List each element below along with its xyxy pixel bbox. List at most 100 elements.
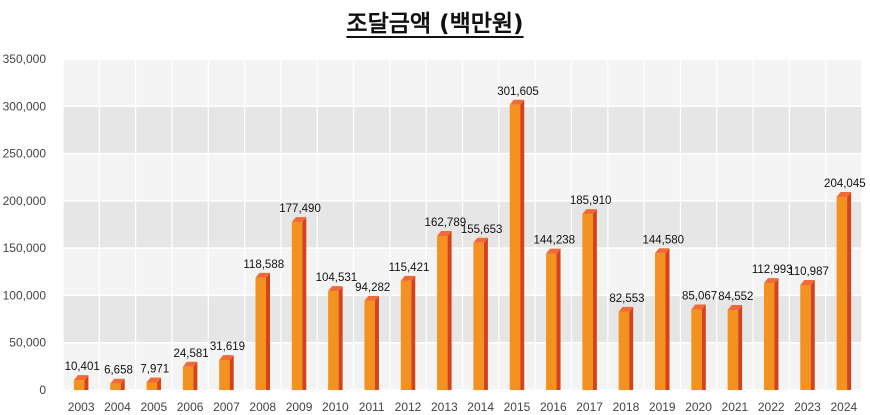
bar-front-face xyxy=(763,283,775,390)
data-label: 118,588 xyxy=(243,259,284,271)
bar-side-face xyxy=(374,295,379,390)
x-tick-label: 2022 xyxy=(758,400,785,414)
bar xyxy=(727,305,743,390)
data-label: 94,282 xyxy=(355,282,390,294)
bar xyxy=(582,209,597,390)
bar xyxy=(800,280,815,390)
bar-side-face xyxy=(193,361,198,390)
x-tick-label: 2023 xyxy=(794,400,821,414)
bar-top-face xyxy=(836,192,852,198)
bar-top-face xyxy=(219,355,234,361)
bar-top-face xyxy=(582,209,597,215)
bar-side-face xyxy=(665,248,670,390)
data-label: 301,605 xyxy=(497,86,539,98)
bar-front-face xyxy=(546,253,557,390)
y-tick-label: 100,000 xyxy=(3,288,47,302)
bar-top-face xyxy=(328,286,343,292)
x-tick-label: 2009 xyxy=(286,400,313,414)
data-label: 112,993 xyxy=(752,264,793,276)
bar xyxy=(255,272,270,390)
x-tick-label: 2017 xyxy=(576,400,603,414)
bar-top-face xyxy=(400,275,416,281)
data-label: 10,401 xyxy=(65,361,100,373)
bar-front-face xyxy=(364,300,375,390)
x-tick-label: 2012 xyxy=(395,400,422,414)
x-tick-label: 2005 xyxy=(140,400,167,414)
bar-front-face xyxy=(473,242,484,390)
bar-side-face xyxy=(556,248,561,390)
x-tick-label: 2016 xyxy=(540,400,567,414)
y-axis: 0 50,000 100,000 150,000 200,000 250,000 300,0… xyxy=(3,52,47,397)
bar xyxy=(655,248,670,390)
data-label: 104,531 xyxy=(316,272,358,284)
bar-top-face xyxy=(182,361,198,367)
y-tick-label: 200,000 xyxy=(3,194,47,208)
bar xyxy=(110,378,125,390)
bar-side-face xyxy=(629,306,634,390)
bar-side-face xyxy=(810,280,815,390)
bar-front-face xyxy=(655,253,666,390)
x-axis: 2003 2004 2005 2006 2007 2008 2009 2010 2011 2012… xyxy=(68,400,858,414)
bar-top-face xyxy=(255,272,270,278)
data-label: 204,045 xyxy=(824,178,866,190)
data-label: 110,987 xyxy=(788,266,829,278)
bar-side-face xyxy=(483,237,488,390)
x-tick-label: 2008 xyxy=(249,400,276,414)
bar xyxy=(364,295,379,390)
bar-top-face xyxy=(509,99,525,105)
y-tick-label: 50,000 xyxy=(9,336,46,350)
bar xyxy=(73,375,89,390)
bar-front-face xyxy=(328,291,339,390)
bar-side-face xyxy=(120,378,125,390)
bar-front-face xyxy=(509,104,521,390)
bar xyxy=(546,248,561,390)
bar-front-face xyxy=(727,310,739,390)
bar xyxy=(219,355,234,390)
bar-side-face xyxy=(774,278,779,390)
y-tick-label: 350,000 xyxy=(3,52,47,66)
bar-front-face xyxy=(110,383,121,390)
bar-front-face xyxy=(400,280,412,390)
bar-front-face xyxy=(618,311,630,390)
chart-title: 조달금액 (백만원) xyxy=(346,11,524,37)
x-tick-label: 2018 xyxy=(613,400,640,414)
bar-top-face xyxy=(291,217,307,223)
bar xyxy=(400,275,416,390)
bar-side-face xyxy=(411,275,416,390)
bar-side-face xyxy=(302,217,307,390)
bar xyxy=(291,217,307,390)
y-tick-label: 0 xyxy=(39,383,46,397)
bar-side-face xyxy=(447,231,452,390)
bar-front-face xyxy=(691,309,702,390)
x-tick-label: 2020 xyxy=(685,400,712,414)
bar xyxy=(473,237,488,390)
bar xyxy=(328,286,343,390)
bar-top-face xyxy=(364,295,379,301)
bar-front-face xyxy=(146,382,158,390)
bar-top-face xyxy=(73,375,89,381)
bar-top-face xyxy=(691,304,706,310)
bar-side-face xyxy=(592,209,597,390)
bar-top-face xyxy=(655,248,670,254)
x-tick-label: 2024 xyxy=(830,400,857,414)
data-label: 85,067 xyxy=(682,291,717,303)
bar-front-face xyxy=(219,360,230,390)
bar-front-face xyxy=(800,285,811,390)
bar-front-face xyxy=(437,236,448,390)
data-label: 24,581 xyxy=(174,348,209,360)
data-label: 6,658 xyxy=(104,365,133,377)
bar-front-face xyxy=(291,222,303,390)
x-tick-label: 2014 xyxy=(467,400,494,414)
bar-side-face xyxy=(229,355,234,390)
bar-front-face xyxy=(836,197,848,390)
x-tick-label: 2011 xyxy=(359,400,385,414)
y-tick-label: 250,000 xyxy=(3,147,47,161)
bar xyxy=(836,192,852,390)
x-tick-label: 2019 xyxy=(649,400,676,414)
data-label: 155,653 xyxy=(461,224,503,236)
bar-side-face xyxy=(84,375,89,390)
bar-top-face xyxy=(146,377,162,383)
